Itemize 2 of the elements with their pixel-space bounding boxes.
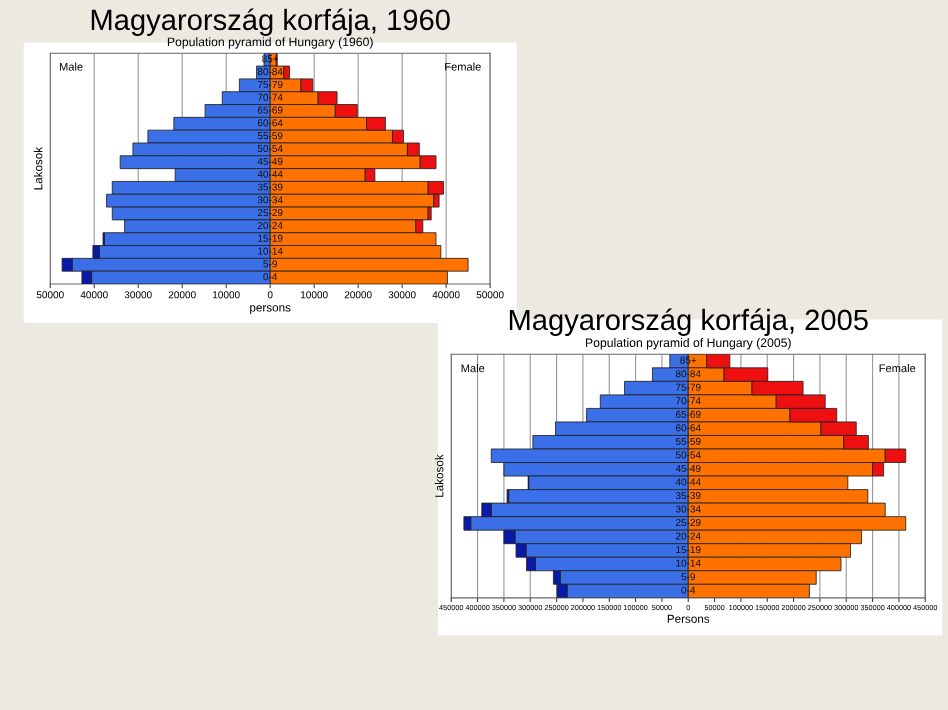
chart-title: Magyarország korfája, 2005 (509, 308, 868, 337)
chart-title: Magyarország korfája, 1960 (91, 8, 450, 36)
